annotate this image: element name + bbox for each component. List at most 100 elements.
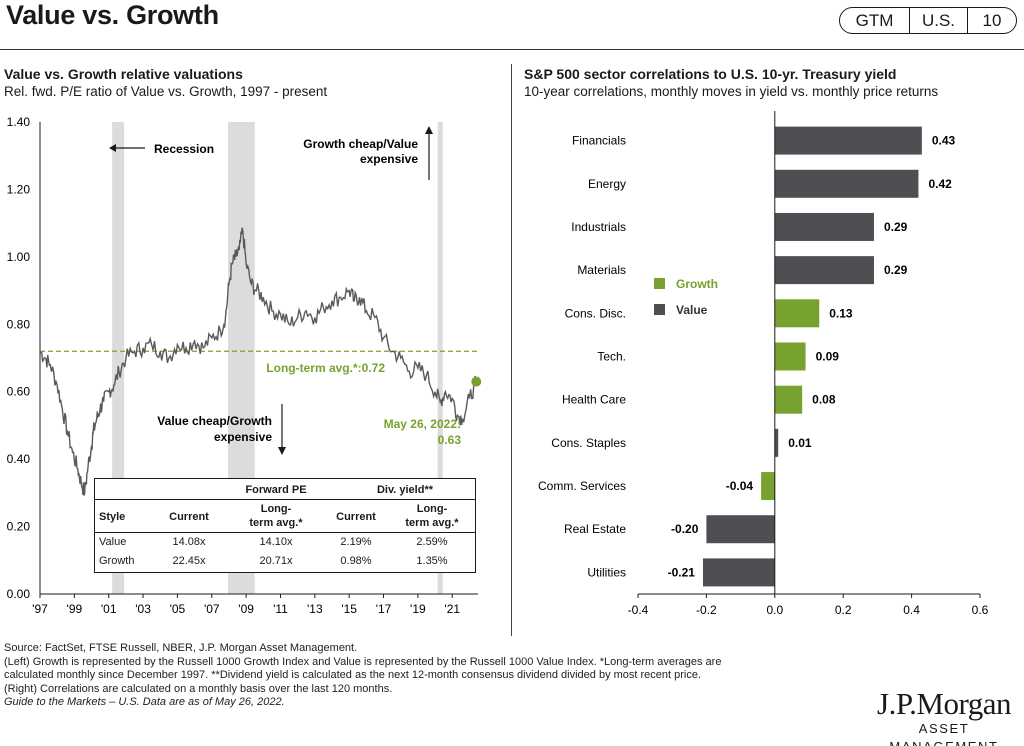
arrow-left-icon [109,144,116,152]
panel-divider [511,64,512,636]
value-cheap-label-line2: expensive [214,430,272,444]
category-label: Energy [588,177,626,191]
legend-label-value: Value [676,303,708,317]
arrow-down-icon [278,447,286,455]
recession-band [437,122,443,594]
legend-swatch-value [654,304,665,315]
value-label: -0.04 [726,479,754,493]
x-tick-label: '17 [376,602,392,616]
header-rule [0,49,1024,50]
logo-name: J.P.Morgan [877,686,1011,721]
footnote-date: Guide to the Markets – U.S. Data are as … [4,696,285,709]
bar-energy [774,169,919,198]
bar-cons-disc [774,299,820,328]
table-group-forward-pe: Forward PE [245,484,307,496]
arrow-up-icon [425,126,433,134]
right-chart-title: S&P 500 sector correlations to U.S. 10-y… [524,66,897,82]
bar-real-estate [706,515,775,544]
tag-gtm: GTM [840,8,910,33]
table-header-style: Style [99,511,126,523]
x-tick-label: -0.4 [628,603,649,617]
table-group-div-yield: Div. yield** [376,484,434,496]
x-tick-label: 0.6 [972,603,989,617]
legend-label-growth: Growth [676,277,718,291]
value-cheap-annotation: Value cheap/Growth expensive [157,404,286,455]
bar-utilities [702,558,775,587]
x-tick-label: -0.2 [696,603,717,617]
category-label: Health Care [562,393,626,407]
bar-tech [774,342,806,371]
table-cell: 0.98% [340,555,372,567]
x-tick-label: '03 [135,602,151,616]
category-label: Cons. Disc. [565,306,626,320]
category-label: Tech. [597,350,626,364]
category-label: Financials [572,134,626,148]
recession-annotation: Recession [109,142,214,156]
logo-subtitle: ASSET MANAGEMENT [889,721,997,746]
value-label: 0.13 [829,306,853,320]
recession-label: Recession [154,142,214,156]
table-header-pe-avg-line2: term avg.* [249,517,303,529]
value-label: 0.43 [932,134,956,148]
category-label: Comm. Services [538,479,626,493]
x-tick-label: '01 [101,602,117,616]
x-tick-label: '99 [67,602,83,616]
footnotes: Source: FactSet, FTSE Russell, NBER, J.P… [4,642,864,710]
growth-cheap-annotation: Growth cheap/Value expensive [303,126,433,180]
x-tick-label: '05 [170,602,186,616]
valuation-table: Forward PE Div. yield** Style Current Lo… [94,478,476,573]
table-header-dy-avg-line1: Long- [416,503,448,515]
category-label: Real Estate [564,522,626,536]
bar-financials [774,126,922,155]
table-cell: 1.35% [416,555,448,567]
bar-health-care [774,385,803,414]
left-chart-title: Value vs. Growth relative valuations [4,66,243,82]
bar-materials [774,256,874,285]
bar-cons-staples [774,428,779,457]
y-tick-label: 0.20 [7,520,31,534]
footnote-left-2: calculated monthly since December 1997. … [4,669,702,682]
table-cell: 2.19% [340,536,372,548]
value-label: -0.21 [668,565,696,579]
page-tag-box: GTM U.S. 10 [839,7,1017,34]
table-header-dy-current: Current [336,511,376,523]
category-label: Cons. Staples [551,436,626,450]
x-tick-label: '09 [238,602,254,616]
category-label: Industrials [571,220,626,234]
table-header-dy-avg-line2: term avg.* [405,517,459,529]
y-tick-label: 1.00 [7,250,31,264]
y-tick-label: 1.40 [7,115,31,129]
x-tick-label: '15 [341,602,357,616]
left-chart-subtitle: Rel. fwd. P/E ratio of Value vs. Growth,… [4,84,328,99]
value-label: -0.20 [671,522,699,536]
x-tick-label: 0.0 [766,603,783,617]
x-tick-label: '11 [273,602,288,616]
category-label: Materials [577,263,626,277]
right-chart: Financials 0.43 Energy 0.42 Industrials 0.29 M… [538,111,989,617]
x-tick-label: '21 [444,602,460,616]
relative-pe-line [39,227,477,496]
latest-value-label-value: 0.63 [438,433,462,447]
table-cell: 2.59% [416,536,448,548]
sector-bars: Financials 0.43 Energy 0.42 Industrials 0.29 M… [538,126,956,587]
y-tick-label: 0.80 [7,317,31,331]
footnote-source: Source: FactSet, FTSE Russell, NBER, J.P… [4,642,358,654]
growth-cheap-label-line1: Growth cheap/Value [303,137,418,151]
bar-comm-services [761,472,775,501]
table-rule-top [95,499,475,500]
y-tick-label: 0.40 [7,452,31,466]
y-tick-label: 1.20 [7,182,31,196]
value-label: 0.29 [884,220,908,234]
table-rule-mid [95,532,475,533]
x-tick-label: '13 [307,602,323,616]
x-tick-label: '97 [32,602,48,616]
table-cell: 20.71x [259,555,293,567]
tag-page-number: 10 [982,10,1002,30]
table-cell: Value [99,536,127,548]
right-chart-legend: Growth Value [654,277,718,317]
x-tick-label: '19 [410,602,426,616]
table-cell: 14.10x [259,536,293,548]
recession-band [112,122,125,594]
page-title: Value vs. Growth [6,0,219,30]
table-cell: Growth [99,555,135,567]
